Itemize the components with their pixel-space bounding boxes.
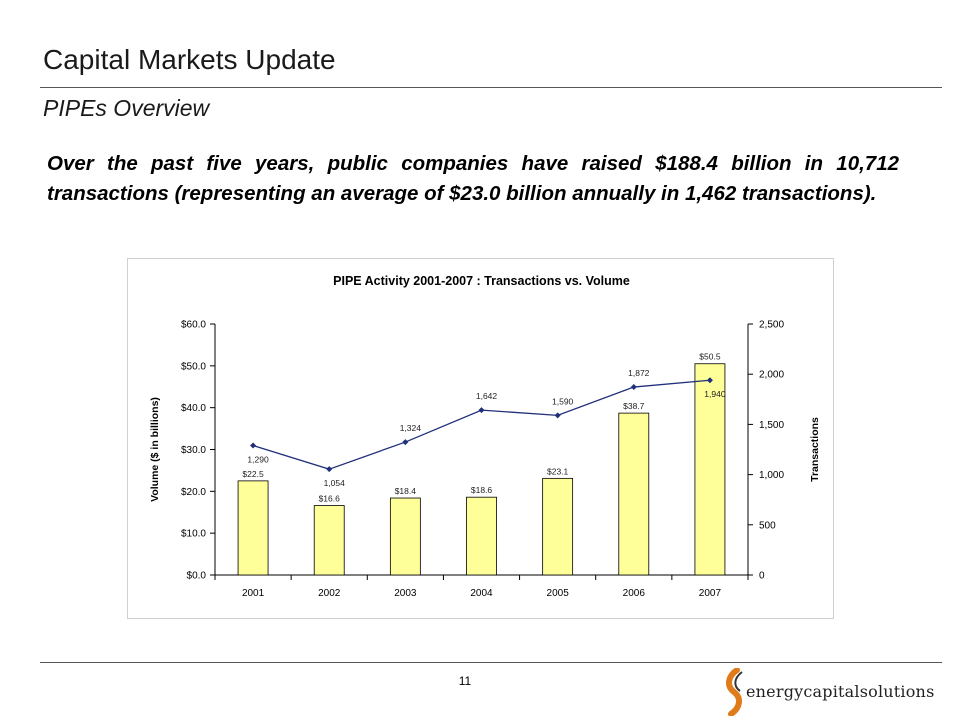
bar	[618, 412, 650, 576]
y-tick-label-right: 0	[759, 571, 765, 582]
bar-data-label: $18.4	[395, 486, 417, 496]
bar-data-label: $23.1	[547, 466, 569, 476]
x-tick-label: 2006	[623, 588, 646, 599]
logo-mark-icon	[726, 668, 743, 716]
bar-data-label: $50.5	[699, 352, 721, 362]
line-data-label: 1,054	[324, 478, 346, 488]
line-data-label: 1,642	[476, 391, 498, 401]
pipe-activity-chart: PIPE Activity 2001-2007 : Transactions v…	[149, 274, 821, 599]
y-tick-label-left: $60.0	[181, 320, 206, 331]
x-tick-label: 2001	[242, 588, 265, 599]
x-tick-label: 2007	[699, 588, 722, 599]
chart-container: PIPE Activity 2001-2007 : Transactions v…	[127, 258, 834, 619]
y-tick-label-left: $30.0	[181, 445, 206, 456]
bar-data-label: $38.7	[623, 401, 645, 411]
y-axis-title-left: Volume ($ in billions)	[149, 397, 161, 502]
y-tick-label-right: 1,500	[759, 420, 784, 431]
chart-title: PIPE Activity 2001-2007 : Transactions v…	[333, 274, 630, 288]
bar	[466, 496, 497, 576]
line-point	[706, 377, 713, 384]
y-tick-label-right: 2,000	[759, 370, 784, 381]
bar-data-label: $22.5	[242, 469, 264, 479]
y-tick-label-left: $40.0	[181, 403, 206, 414]
header-divider	[40, 87, 942, 88]
footer-divider	[40, 662, 942, 663]
line-point	[250, 442, 257, 449]
line-data-label: 1,290	[247, 454, 269, 464]
y-tick-label-left: $50.0	[181, 361, 206, 372]
line-point	[554, 412, 561, 419]
x-tick-label: 2005	[547, 588, 570, 599]
line-point	[478, 407, 485, 414]
bar	[313, 505, 345, 576]
y-tick-label-left: $10.0	[181, 529, 206, 540]
x-tick-label: 2002	[318, 588, 341, 599]
y-tick-label-right: 500	[759, 520, 776, 531]
line-point	[402, 439, 409, 446]
summary-text: Over the past five years, public compani…	[47, 152, 899, 205]
line-data-label: 1,940	[704, 389, 726, 399]
y-axis-title-right: Transactions	[809, 417, 821, 482]
bar-data-label: $16.6	[319, 494, 341, 504]
logo-text: energycapitalsolutions	[746, 682, 935, 701]
bar	[542, 477, 574, 576]
company-logo: energycapitalsolutions	[722, 668, 934, 716]
y-tick-label-left: $20.0	[181, 487, 206, 498]
bar	[389, 497, 421, 576]
bar-data-label: $18.6	[471, 485, 493, 495]
line-point	[326, 466, 333, 473]
line-data-label: 1,590	[552, 396, 574, 406]
x-tick-label: 2004	[470, 588, 493, 599]
y-tick-label-right: 2,500	[759, 320, 784, 331]
page-number: 11	[458, 674, 472, 688]
x-tick-label: 2003	[394, 588, 417, 599]
line-data-label: 1,324	[400, 423, 422, 433]
bar	[694, 363, 726, 576]
y-tick-label-left: $0.0	[187, 571, 207, 582]
bar	[237, 480, 269, 576]
line-data-label: 1,872	[628, 368, 650, 378]
line-point	[630, 384, 637, 391]
page-subtitle: PIPEs Overview	[43, 95, 210, 121]
page-title: Capital Markets Update	[43, 44, 336, 75]
y-tick-label-right: 1,000	[759, 470, 784, 481]
